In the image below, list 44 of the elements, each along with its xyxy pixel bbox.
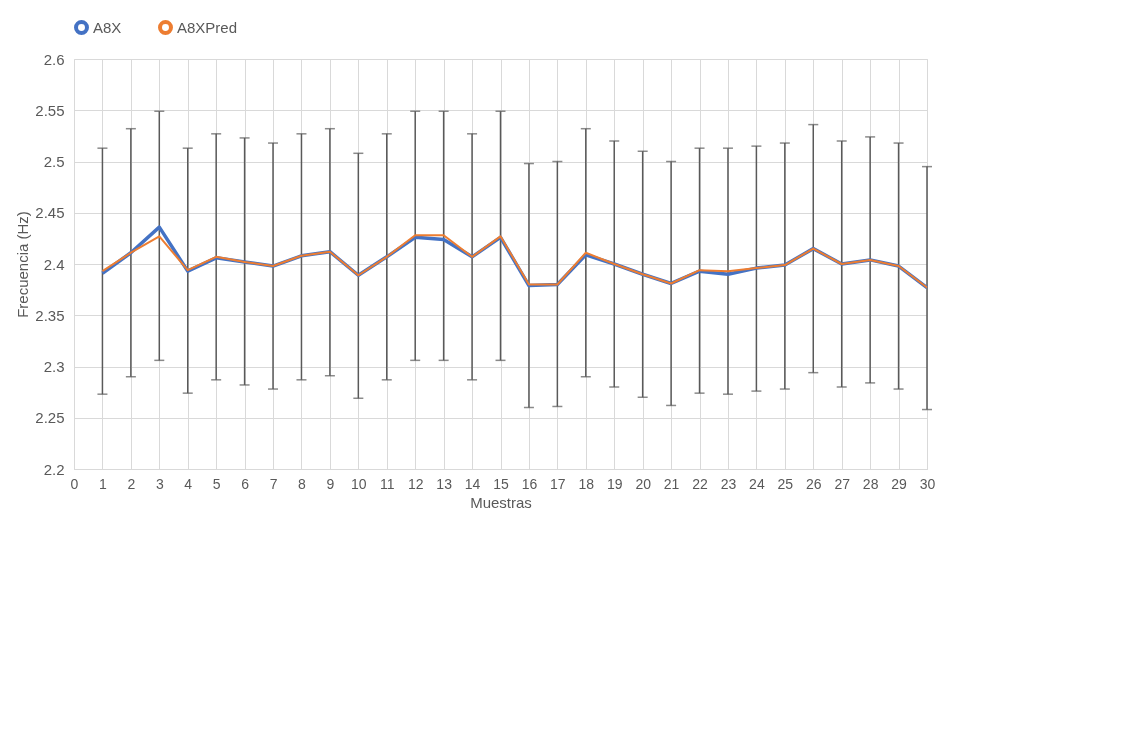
y-tick-label: 2.5 [43, 153, 65, 170]
x-tick-label: 2 [127, 475, 136, 492]
x-tick-label: 7 [269, 475, 278, 492]
x-tick-label: 6 [241, 475, 250, 492]
x-tick-label: 18 [578, 475, 595, 492]
x-tick-label: 12 [407, 475, 424, 492]
x-tick-label: 22 [692, 475, 709, 492]
x-tick-label: 24 [749, 475, 765, 492]
x-tick-label: 3 [155, 475, 164, 492]
y-tick-label: 2.6 [43, 50, 65, 68]
legend-label: A8X [93, 18, 122, 36]
x-tick-label: 13 [436, 475, 453, 492]
x-tick-label: 16 [521, 475, 538, 492]
x-tick-label: 19 [606, 475, 623, 492]
x-tick-label: 30 [919, 475, 936, 492]
x-tick-label: 4 [184, 475, 193, 492]
y-tick-label: 2.3 [43, 358, 65, 375]
x-tick-label: 15 [493, 475, 509, 492]
x-tick-label: 9 [326, 475, 335, 492]
x-tick-label: 27 [834, 475, 851, 492]
x-tick-label: 10 [351, 475, 367, 492]
x-tick-label: 20 [635, 475, 652, 492]
x-tick-label: 8 [298, 475, 307, 492]
x-tick-label: 23 [720, 475, 737, 492]
x-tick-label: 21 [663, 475, 680, 492]
legend-label: A8XPred [177, 18, 238, 36]
y-tick-label: 2.35 [35, 306, 65, 324]
y-tick-label: 2.25 [35, 409, 65, 427]
x-tick-label: 25 [777, 475, 794, 492]
x-tick-label: 0 [70, 475, 79, 492]
y-tick-label: 2.45 [35, 204, 65, 222]
x-tick-label: 1 [99, 475, 108, 492]
y-tick-label: 2.2 [43, 460, 65, 478]
x-tick-label: 26 [805, 475, 822, 492]
x-tick-label: 14 [464, 475, 481, 492]
x-tick-label: 17 [550, 475, 566, 492]
x-tick-label: 29 [891, 475, 908, 492]
x-axis-title: Muestras [470, 493, 532, 511]
x-tick-label: 11 [379, 475, 395, 492]
y-tick-label: 2.55 [35, 101, 65, 119]
y-tick-label: 2.4 [43, 255, 65, 273]
y-axis-title: Frecuencia (Hz) [14, 211, 32, 318]
x-tick-label: 28 [862, 475, 879, 492]
x-tick-label: 5 [212, 475, 221, 492]
